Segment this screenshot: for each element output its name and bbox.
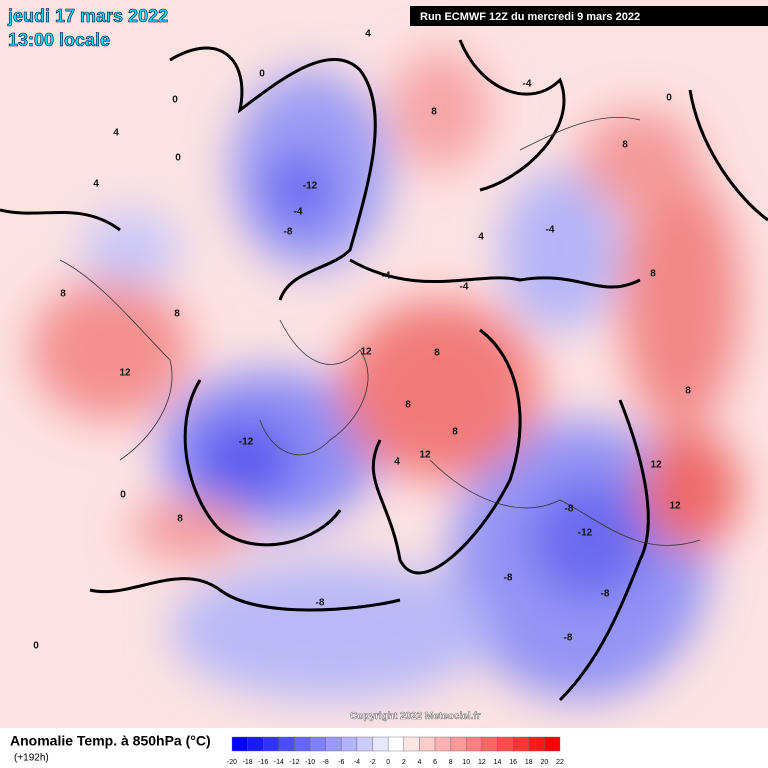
run-label: Run ECMWF 12Z du mercredi 9 mars 2022 (420, 11, 640, 23)
contour-label: -8 (284, 227, 293, 238)
copyright: Copyright 2022 Meteociel.fr (350, 711, 481, 722)
contour-label: 4 (113, 128, 119, 139)
legend-swatch (403, 736, 420, 752)
legend-tick-label: -6 (338, 759, 344, 766)
contour-label: 8 (452, 427, 458, 438)
legend-swatch (481, 736, 498, 752)
contour-label: -4 (460, 282, 469, 293)
legend-tick-label: 14 (494, 759, 502, 766)
legend-swatch (497, 736, 514, 752)
contour-label: -12 (239, 437, 254, 448)
contour-label: 8 (405, 400, 411, 411)
contour-label: -8 (564, 633, 573, 644)
legend-tick-label: -2 (369, 759, 375, 766)
contour-label: 8 (434, 348, 440, 359)
legend-swatch (263, 736, 280, 752)
legend-tick-label: 10 (462, 759, 470, 766)
contour-label: 0 (172, 95, 178, 106)
contour-label: 12 (119, 368, 131, 379)
contour-label: 12 (669, 501, 681, 512)
legend-swatch (309, 736, 326, 752)
contour-label: -4 (523, 79, 532, 90)
legend-tick-label: -18 (243, 759, 253, 766)
legend-tick-label: 22 (556, 759, 564, 766)
legend-tick-label: 18 (525, 759, 533, 766)
contour-label: 8 (177, 514, 183, 525)
contour-label: 0 (259, 69, 265, 80)
legend-swatch (512, 736, 529, 752)
contour-label: 8 (622, 140, 628, 151)
legend-swatch (372, 736, 389, 752)
contour-label: 8 (60, 289, 66, 300)
anomaly-field (30, 50, 740, 700)
legend-tick-label: 0 (386, 759, 390, 766)
legend-tick-label: -8 (323, 759, 329, 766)
contour-label: 0 (175, 153, 181, 164)
contour-label: 0 (666, 93, 672, 104)
contour-label: 4 (394, 457, 400, 468)
contour-label: 8 (431, 107, 437, 118)
footer-lead: (+192h) (14, 753, 49, 764)
color-legend: -20 -18 -16 -14 -12 -10 -8 -6 -4 -2 0 2 4 6 8 10 12 14 16 1… (227, 736, 564, 766)
legend-tick-label: 16 (509, 759, 517, 766)
contour-label: 8 (174, 309, 180, 320)
legend-swatch (278, 736, 295, 752)
contour-label: -8 (565, 504, 574, 515)
legend-tick-label: -12 (289, 759, 299, 766)
contour-label: 12 (360, 347, 372, 358)
contour-label: -4 (294, 207, 303, 218)
contour-label: 4 (93, 179, 99, 190)
contour-label: -12 (578, 528, 593, 539)
legend-swatch (325, 736, 342, 752)
contour-label: -8 (504, 573, 513, 584)
legend-swatch (544, 736, 561, 752)
legend-swatch (356, 736, 373, 752)
footer-title: Anomalie Temp. à 850hPa (°C) (10, 733, 211, 749)
legend-swatch (528, 736, 545, 752)
legend-tick-label: 12 (478, 759, 486, 766)
zero-contours (0, 39, 768, 702)
legend-tick-label: -16 (258, 759, 268, 766)
legend-tick-label: 2 (402, 759, 406, 766)
contour-label: -8 (316, 598, 325, 609)
legend-swatch (466, 736, 483, 752)
contour-label: 8 (650, 269, 656, 280)
contour-label: 0 (33, 641, 39, 652)
legend-tick-label: 4 (417, 759, 421, 766)
legend-swatch (419, 736, 436, 752)
contour-label: 8 (685, 386, 691, 397)
contour-label: -12 (303, 181, 318, 192)
legend-swatch (341, 736, 358, 752)
contour-label: 4 (365, 29, 371, 40)
contour-label: -4 (382, 271, 391, 282)
legend-swatch (247, 736, 264, 752)
legend-swatch (450, 736, 467, 752)
legend-tick-label: 6 (433, 759, 437, 766)
time-label: 13:00 locale (8, 30, 110, 50)
coastlines (59, 116, 701, 546)
legend-tick-label: 20 (540, 759, 548, 766)
contour-label: -8 (601, 589, 610, 600)
legend-tick-label: -14 (274, 759, 284, 766)
date-label: jeudi 17 mars 2022 (7, 6, 168, 26)
run-banner (410, 6, 768, 26)
contour-label: 12 (419, 450, 431, 461)
legend-swatch (387, 736, 405, 752)
legend-swatch (294, 736, 311, 752)
legend-tick-label: -20 (227, 759, 237, 766)
contour-label: 4 (478, 232, 484, 243)
legend-tick-label: -10 (305, 759, 315, 766)
contour-label: -4 (546, 225, 555, 236)
legend-swatch (231, 736, 248, 752)
contour-label: 12 (650, 460, 662, 471)
legend-tick-label: 8 (449, 759, 453, 766)
contour-label: 0 (120, 490, 126, 501)
legend-tick-label: -4 (354, 759, 360, 766)
legend-swatch (434, 736, 451, 752)
